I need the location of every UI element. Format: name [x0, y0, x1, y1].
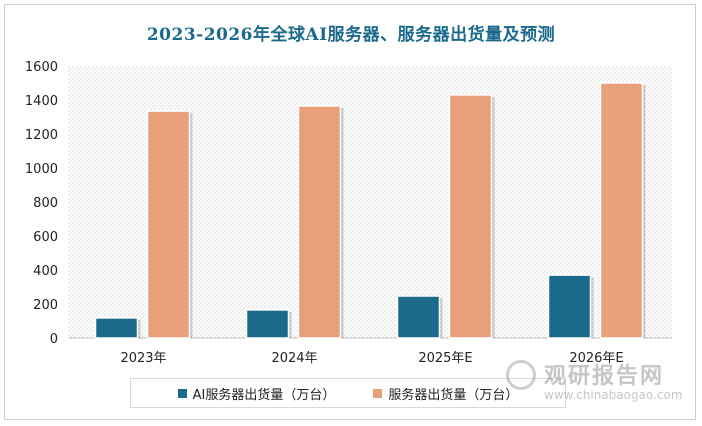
bar-servers [146, 110, 191, 339]
legend: AI服务器出货量（万台） 服务器出货量（万台） [130, 378, 566, 408]
y-tick-label: 0 [50, 332, 58, 347]
legend-item-servers: 服务器出货量（万台） [373, 384, 518, 403]
legend-swatch-servers [373, 388, 383, 398]
watermark-cn: 观研报告网 [544, 364, 665, 389]
y-tick-label: 1000 [25, 162, 58, 177]
watermark: 观研报告网 www.chinabaogao.com [506, 358, 696, 408]
bar-servers [448, 94, 493, 339]
legend-swatch-ai-servers [177, 388, 187, 398]
y-tick-label: 800 [33, 196, 58, 211]
x-tick-label: 2023年 [120, 351, 166, 366]
chart-title: 2023-2026年全球AI服务器、服务器出货量及预测 [146, 25, 556, 45]
watermark-logo-icon [506, 360, 536, 390]
x-tick-label: 2026年E [569, 351, 623, 366]
y-tick-label: 400 [33, 264, 58, 279]
y-tick-label: 1600 [25, 60, 58, 75]
legend-label-servers: 服务器出货量（万台） [388, 387, 519, 403]
bar-ai-servers [245, 309, 290, 339]
legend-label-ai-servers: AI服务器出货量（万台） [192, 387, 336, 403]
y-tick-label: 1200 [25, 128, 58, 143]
legend-item-ai-servers: AI服务器出货量（万台） [177, 384, 336, 403]
x-tick-label: 2025年E [418, 351, 472, 366]
watermark-en: www.chinabaogao.com [544, 388, 683, 402]
y-tick-label: 1400 [25, 94, 58, 109]
x-tick-label: 2024年 [271, 351, 317, 366]
y-tick-label: 600 [33, 230, 58, 245]
bar-ai-servers [396, 295, 441, 339]
bar-servers [297, 105, 342, 339]
bar-ai-servers [547, 274, 592, 339]
bar-ai-servers [94, 317, 139, 339]
y-tick-label: 200 [33, 298, 58, 313]
bar-servers [599, 82, 644, 339]
